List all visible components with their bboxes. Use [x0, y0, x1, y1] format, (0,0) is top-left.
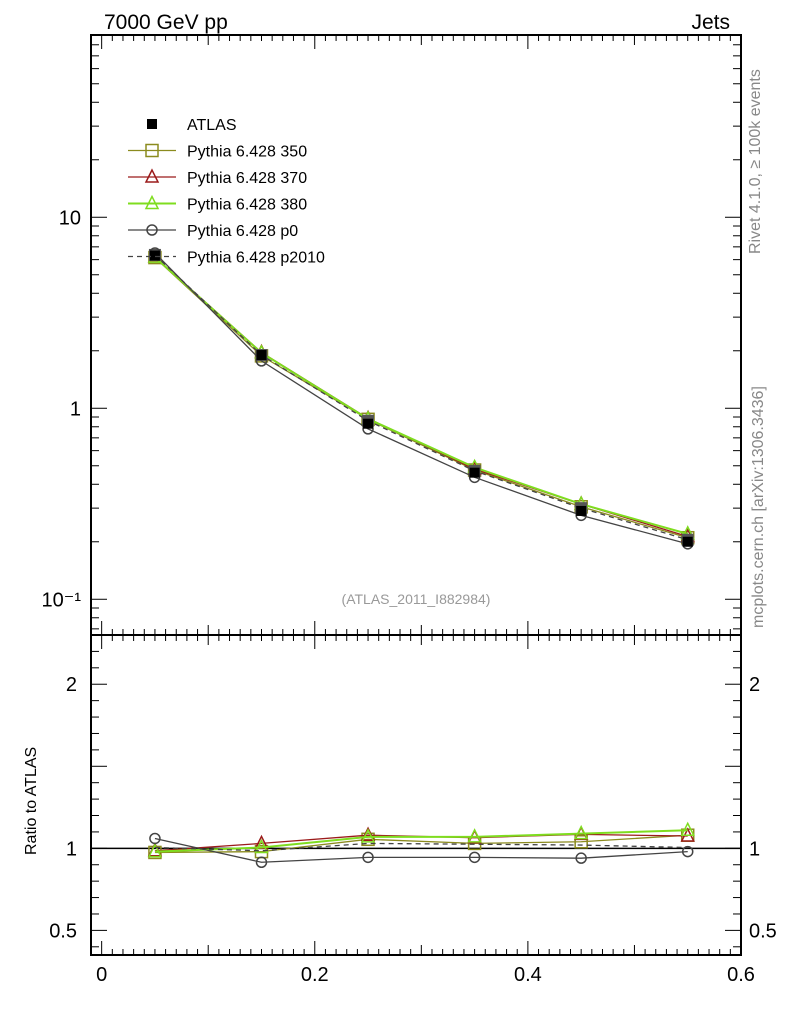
- ratio-y-tick-label-right: 0.5: [749, 920, 777, 942]
- series-pythia-6-428-370: [147, 248, 695, 543]
- ratio-y-tick-labels: 2 2 1 1 0.5 0.5: [49, 674, 777, 942]
- analysis-watermark: (ATLAS_2011_I882984): [342, 591, 491, 607]
- ratio-series-line: [154, 842, 688, 852]
- data-point: [255, 856, 268, 869]
- data-point: [254, 838, 269, 854]
- main-y-tick-label: 10: [59, 207, 81, 229]
- data-point: [681, 845, 694, 858]
- legend-entry: Pythia 6.428 380: [128, 194, 307, 214]
- legend-label: Pythia 6.428 p0: [187, 223, 298, 240]
- series-pythia-6-428-p2010: [148, 248, 694, 546]
- main-panel: 10 1 10⁻¹ (ATLAS_2011_I882984) ATLAS Pythia…: [42, 34, 742, 649]
- rivet-version-label: Rivet 4.1.0, ≥ 100k events: [747, 69, 764, 254]
- x-tick-label: 0.6: [727, 964, 755, 986]
- ratio-y-tick-label-right: 2: [749, 674, 760, 696]
- data-point: [144, 194, 160, 210]
- ratio-y-tick-label: 1: [66, 838, 77, 860]
- data-point: [256, 350, 267, 361]
- series-line: [154, 254, 688, 541]
- series-line: [154, 257, 688, 539]
- data-point: [148, 845, 162, 860]
- data-point: [576, 505, 587, 516]
- legend-entry: Pythia 6.428 p0: [128, 223, 298, 240]
- ratio-tick-marks: [91, 650, 742, 955]
- data-point: [575, 852, 587, 864]
- legend-entry: ATLAS: [147, 117, 237, 134]
- ratio-y-axis-label: Ratio to ATLAS: [23, 747, 40, 855]
- data-point: [360, 828, 376, 843]
- legend-entry: Pythia 6.428 370: [128, 168, 307, 187]
- data-point: [144, 168, 160, 183]
- legend-label: Pythia 6.428 370: [187, 170, 307, 187]
- ratio-series-group: [91, 821, 741, 869]
- legend-label: Pythia 6.428 p2010: [187, 250, 325, 267]
- series-atlas: [149, 250, 693, 547]
- ratio-panel: 2 2 1 1 0.5 0.5 Ratio to ATLAS 0 0.2 0.4 0.6: [23, 634, 777, 986]
- legend-entry: Pythia 6.428 350: [128, 144, 307, 161]
- ratio-series-pythia-6-428-p2010: [154, 842, 688, 852]
- data-point: [574, 835, 588, 849]
- right-title: Jets: [691, 11, 730, 34]
- legend: ATLAS Pythia 6.428 350 Pythia 6.428 370 Pyt…: [128, 117, 325, 267]
- ratio-series-line: [154, 834, 688, 854]
- data-point: [573, 824, 589, 840]
- legend-label: ATLAS: [187, 117, 237, 134]
- ratio-y-tick-label-right: 1: [749, 838, 760, 860]
- ratio-series-line: [154, 837, 688, 863]
- mcplots-source-label: mcplots.cern.ch [arXiv:1306.3436]: [750, 386, 767, 628]
- series-pythia-6-428-350: [148, 250, 695, 545]
- data-point: [363, 418, 374, 429]
- data-point: [362, 851, 374, 864]
- ratio-series-pythia-6-428-p0: [149, 832, 694, 869]
- legend-label: Pythia 6.428 380: [187, 197, 307, 214]
- main-series-group: [147, 247, 695, 550]
- ratio-y-tick-label: 2: [66, 674, 77, 696]
- legend-label: Pythia 6.428 350: [187, 144, 307, 161]
- data-point: [146, 224, 158, 236]
- x-tick-label: 0.4: [514, 964, 542, 986]
- data-point: [149, 832, 161, 845]
- series-pythia-6-428-p0: [149, 247, 694, 550]
- x-tick-labels: 0 0.2 0.4 0.6: [96, 964, 755, 986]
- data-point: [682, 536, 693, 547]
- data-point: [149, 250, 160, 261]
- data-point: [680, 821, 695, 837]
- data-point: [467, 828, 482, 843]
- data-point: [145, 143, 159, 158]
- data-point: [147, 842, 163, 858]
- left-title: 7000 GeV pp: [104, 11, 228, 34]
- legend-entry: Pythia 6.428 p2010: [128, 250, 325, 267]
- main-y-tick-label: 10⁻¹: [42, 589, 82, 611]
- main-y-tick-labels: 10 1 10⁻¹: [42, 207, 82, 611]
- series-pythia-6-428-380: [147, 248, 695, 540]
- ratio-y-tick-label: 0.5: [49, 920, 77, 942]
- main-y-tick-label: 1: [70, 398, 81, 420]
- data-point: [469, 467, 480, 478]
- data-point: [468, 851, 481, 864]
- x-tick-label: 0.2: [301, 964, 329, 986]
- series-line: [154, 256, 688, 535]
- x-tick-label: 0: [96, 964, 107, 986]
- series-line: [154, 252, 688, 545]
- ratio-series-line: [154, 829, 688, 853]
- ratio-series-pythia-6-428-380: [147, 821, 695, 858]
- data-point: [147, 119, 157, 129]
- series-line: [154, 256, 688, 538]
- ratio-frame: [90, 634, 742, 956]
